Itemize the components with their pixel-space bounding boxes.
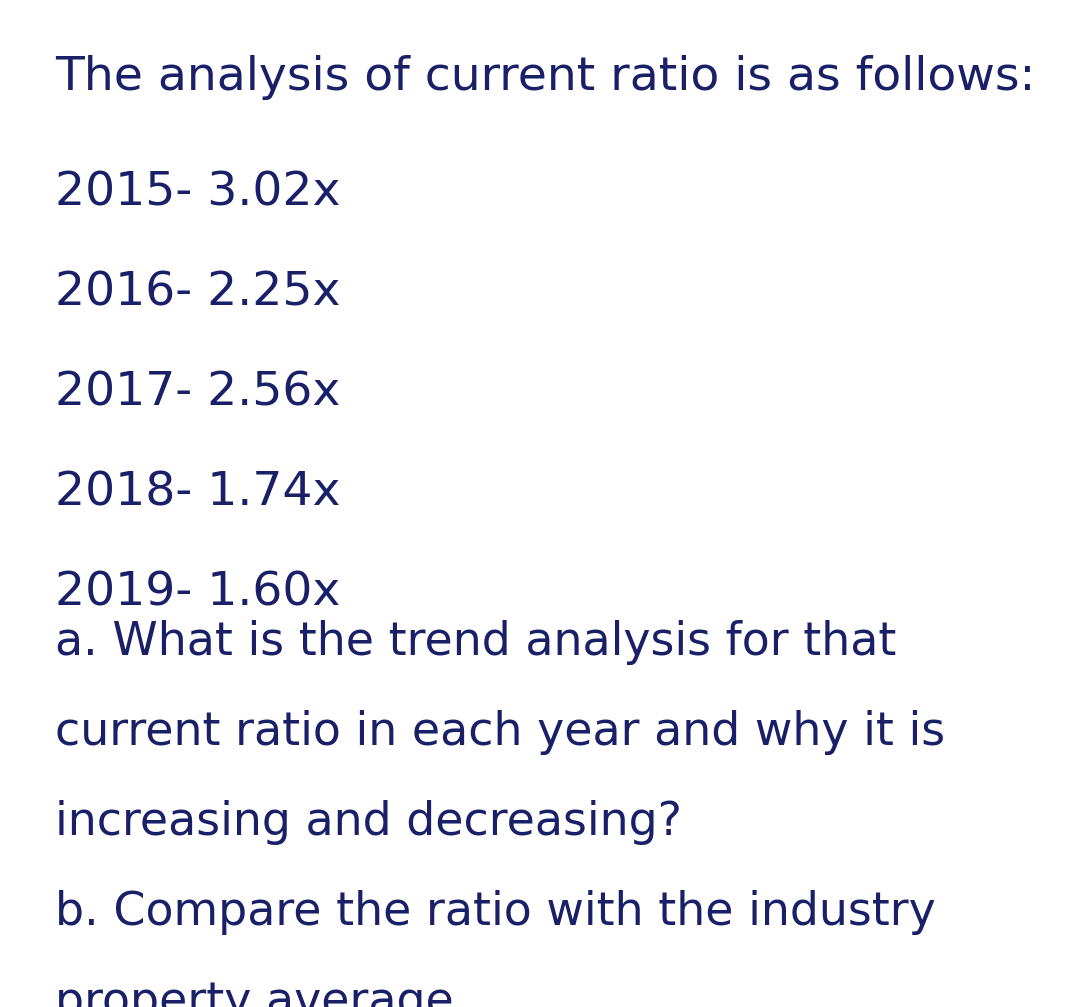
Text: 2019- 1.60x: 2019- 1.60x [55, 570, 340, 615]
Text: b. Compare the ratio with the industry: b. Compare the ratio with the industry [55, 890, 935, 936]
Text: 2018- 1.74x: 2018- 1.74x [55, 470, 341, 515]
Text: a. What is the trend analysis for that: a. What is the trend analysis for that [55, 620, 897, 665]
Text: increasing and decreasing?: increasing and decreasing? [55, 800, 682, 845]
Text: 2017- 2.56x: 2017- 2.56x [55, 370, 340, 415]
Text: property average.: property average. [55, 980, 468, 1007]
Text: 2015- 3.02x: 2015- 3.02x [55, 170, 341, 215]
Text: The analysis of current ratio is as follows:: The analysis of current ratio is as foll… [55, 55, 1036, 100]
Text: current ratio in each year and why it is: current ratio in each year and why it is [55, 710, 945, 755]
Text: 2016- 2.25x: 2016- 2.25x [55, 270, 341, 315]
